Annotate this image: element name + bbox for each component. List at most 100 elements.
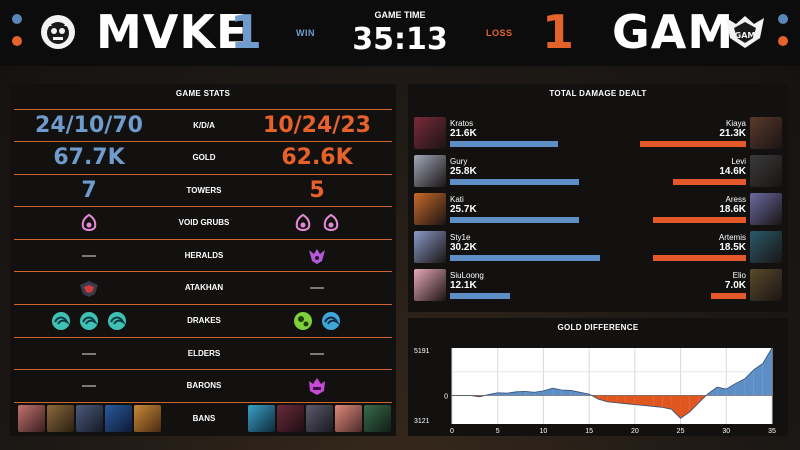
champion-portrait-left — [414, 155, 446, 187]
ban-champion-portrait — [76, 405, 103, 432]
damage-title: TOTAL DAMAGE DEALT — [549, 89, 647, 98]
damage-value-left: 25.8K — [450, 166, 477, 177]
damage-bar-right — [711, 293, 746, 299]
stat-label: BANS — [192, 414, 216, 423]
ban-champion-portrait — [364, 405, 391, 432]
game-time-label: GAME TIME — [374, 10, 426, 20]
chart-area-negative — [680, 395, 690, 419]
chart-x-tick-label: 10 — [540, 428, 548, 435]
stat-row-heralds: HERALDS — [14, 239, 392, 271]
chart-area-positive — [744, 369, 754, 396]
chart-area-positive — [717, 387, 727, 396]
ban-champion-portrait — [248, 405, 275, 432]
game-stats-title: GAME STATS — [175, 89, 231, 98]
chart-area-negative — [644, 395, 654, 407]
damage-value-left: 21.6K — [450, 128, 477, 139]
damage-row: SiuLoong 12.1K Elio 7.0K — [414, 269, 782, 307]
drakes-left — [14, 310, 164, 332]
damage-value-right: 18.5K — [719, 242, 746, 253]
elders-left-none — [82, 353, 96, 355]
damage-value-right: 21.3K — [719, 128, 746, 139]
stat-label: ELDERS — [187, 349, 221, 358]
heralds-left-none — [82, 255, 96, 257]
team-left-score: 1 — [230, 5, 263, 59]
barons-right — [242, 375, 392, 397]
chart-area-negative — [634, 395, 644, 406]
chart-area-positive — [506, 391, 516, 396]
damage-bar-left — [450, 141, 558, 147]
stat-label: K/D/A — [193, 121, 215, 130]
chart-x-tick-label: 35 — [768, 428, 776, 435]
chart-area-positive — [552, 388, 562, 396]
damage-bar-right — [653, 255, 746, 261]
champion-portrait-right — [750, 269, 782, 301]
damage-value-left: 25.7K — [450, 204, 477, 215]
stat-label: TOWERS — [186, 186, 222, 195]
chart-area-negative — [616, 395, 626, 404]
void-grub-icon — [323, 213, 339, 231]
gold-diff-title: GOLD DIFFERENCE — [557, 323, 639, 332]
champion-portrait-left — [414, 193, 446, 225]
player-name-left: Kratos — [450, 119, 474, 128]
chart-area-positive — [543, 388, 553, 396]
champion-portrait-left — [414, 231, 446, 263]
stat-row-atakhan: ATAKHAN — [14, 271, 392, 303]
red-side-dot — [778, 36, 788, 46]
stat-row-elders: ELDERS — [14, 337, 392, 369]
damage-row: Kratos 21.6K Kiaya 21.3K — [414, 117, 782, 155]
atakhan-left — [14, 277, 164, 299]
ocean-drake-icon — [52, 312, 70, 330]
stat-row-towers: 7 TOWERS 5 — [14, 174, 392, 206]
player-name-right: Levi — [731, 157, 746, 166]
chart-area-positive — [753, 363, 763, 396]
void-grub-icon — [81, 213, 97, 231]
player-name-right: Artemis — [718, 233, 746, 242]
atakhan-right-none — [310, 287, 324, 289]
damage-value-left: 12.1K — [450, 280, 477, 291]
player-name-right: Elio — [732, 271, 746, 280]
herald-icon — [309, 249, 325, 264]
elders-right-none — [310, 353, 324, 355]
damage-row: Gury 25.8K Levi 14.6K — [414, 155, 782, 193]
stat-row-drakes: DRAKES — [14, 304, 392, 336]
chart-zero-label: 0 — [444, 393, 448, 400]
chart-area-positive — [735, 379, 745, 396]
chart-area-negative — [689, 395, 699, 412]
stat-label: DRAKES — [187, 316, 221, 325]
player-name-left: Sty1e — [450, 233, 471, 242]
player-name-right: Kiaya — [725, 119, 746, 128]
chart-series-line — [452, 347, 773, 419]
damage-bar-left — [450, 255, 600, 261]
chart-x-tick-label: 5 — [496, 428, 500, 435]
damage-bar-left — [450, 293, 510, 299]
champion-portrait-left — [414, 269, 446, 301]
champion-portrait-right — [750, 117, 782, 149]
team-right-result: LOSS — [486, 28, 513, 38]
ocean-drake-icon — [108, 312, 126, 330]
damage-value-right: 7.0K — [724, 280, 746, 291]
atakhan-icon — [80, 281, 98, 297]
mvke-logo-icon — [41, 15, 75, 49]
kda-left: 24/10/70 — [35, 113, 143, 138]
towers-right: 5 — [309, 178, 325, 203]
scoreboard-header: MVKE 1 WIN GAME TIME 35:13 LOSS 1 GAM GA… — [0, 0, 800, 66]
champion-portrait-right — [750, 193, 782, 225]
damage-bar-right — [640, 141, 746, 147]
gam-logo-icon: GAM — [726, 16, 764, 48]
ocean-drake-icon — [80, 312, 98, 330]
damage-bar-left — [450, 179, 579, 185]
champion-portrait-left — [414, 117, 446, 149]
damage-value-left: 30.2K — [450, 242, 477, 253]
baron-icon — [309, 378, 325, 395]
void-grubs-left — [14, 212, 164, 234]
stat-label: HERALDS — [184, 251, 224, 260]
chart-area-positive — [726, 383, 736, 396]
stat-row-barons: BARONS — [14, 369, 392, 401]
player-name-left: SiuLoong — [450, 271, 484, 280]
chemtech-drake-icon — [294, 312, 312, 330]
chart-area-negative — [607, 395, 617, 403]
barons-left-none — [82, 385, 96, 387]
chart-plot-area — [452, 348, 772, 424]
stat-row-gold: 67.7K GOLD 62.6K — [14, 141, 392, 173]
bans-right — [248, 405, 391, 432]
